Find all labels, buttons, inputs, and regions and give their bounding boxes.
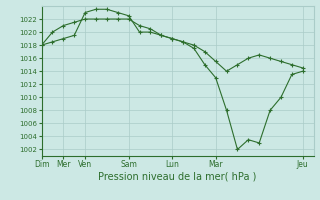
X-axis label: Pression niveau de la mer( hPa ): Pression niveau de la mer( hPa ) bbox=[99, 172, 257, 182]
